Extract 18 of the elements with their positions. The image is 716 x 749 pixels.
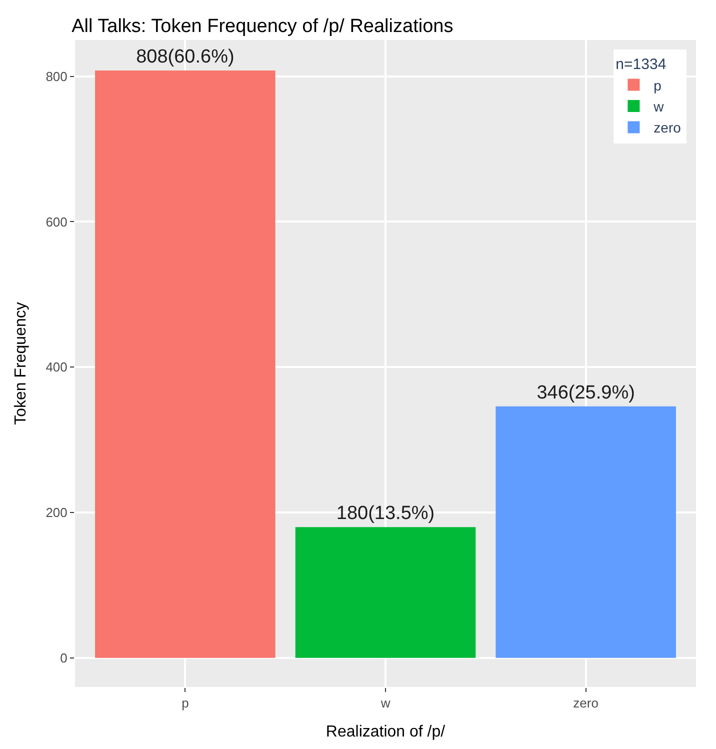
data-label: 808(60.6%)	[136, 46, 234, 68]
x-axis-title: Realization of /p/	[326, 723, 446, 740]
y-axis-title: Token Frequency	[12, 302, 30, 425]
y-tick-label: 200	[46, 505, 68, 520]
legend-label: p	[654, 77, 662, 94]
y-tick-label: 800	[46, 68, 68, 84]
y-tick-label: 0	[60, 650, 68, 666]
legend-label: w	[652, 98, 665, 114]
data-label: 346(25.9%)	[536, 382, 635, 404]
chart-title: All Talks: Token Frequency of /p/ Realizations	[72, 16, 454, 38]
data-label: 180(13.5%)	[336, 503, 435, 524]
x-tick-label: p	[182, 696, 189, 711]
legend-title: n=1334	[616, 56, 666, 74]
x-tick-label: zero	[573, 696, 598, 711]
x-tick-label: w	[380, 696, 391, 711]
y-tick-label: 600	[46, 214, 68, 230]
legend-label: zero	[654, 120, 682, 136]
y-tick-label: 400	[46, 360, 68, 375]
